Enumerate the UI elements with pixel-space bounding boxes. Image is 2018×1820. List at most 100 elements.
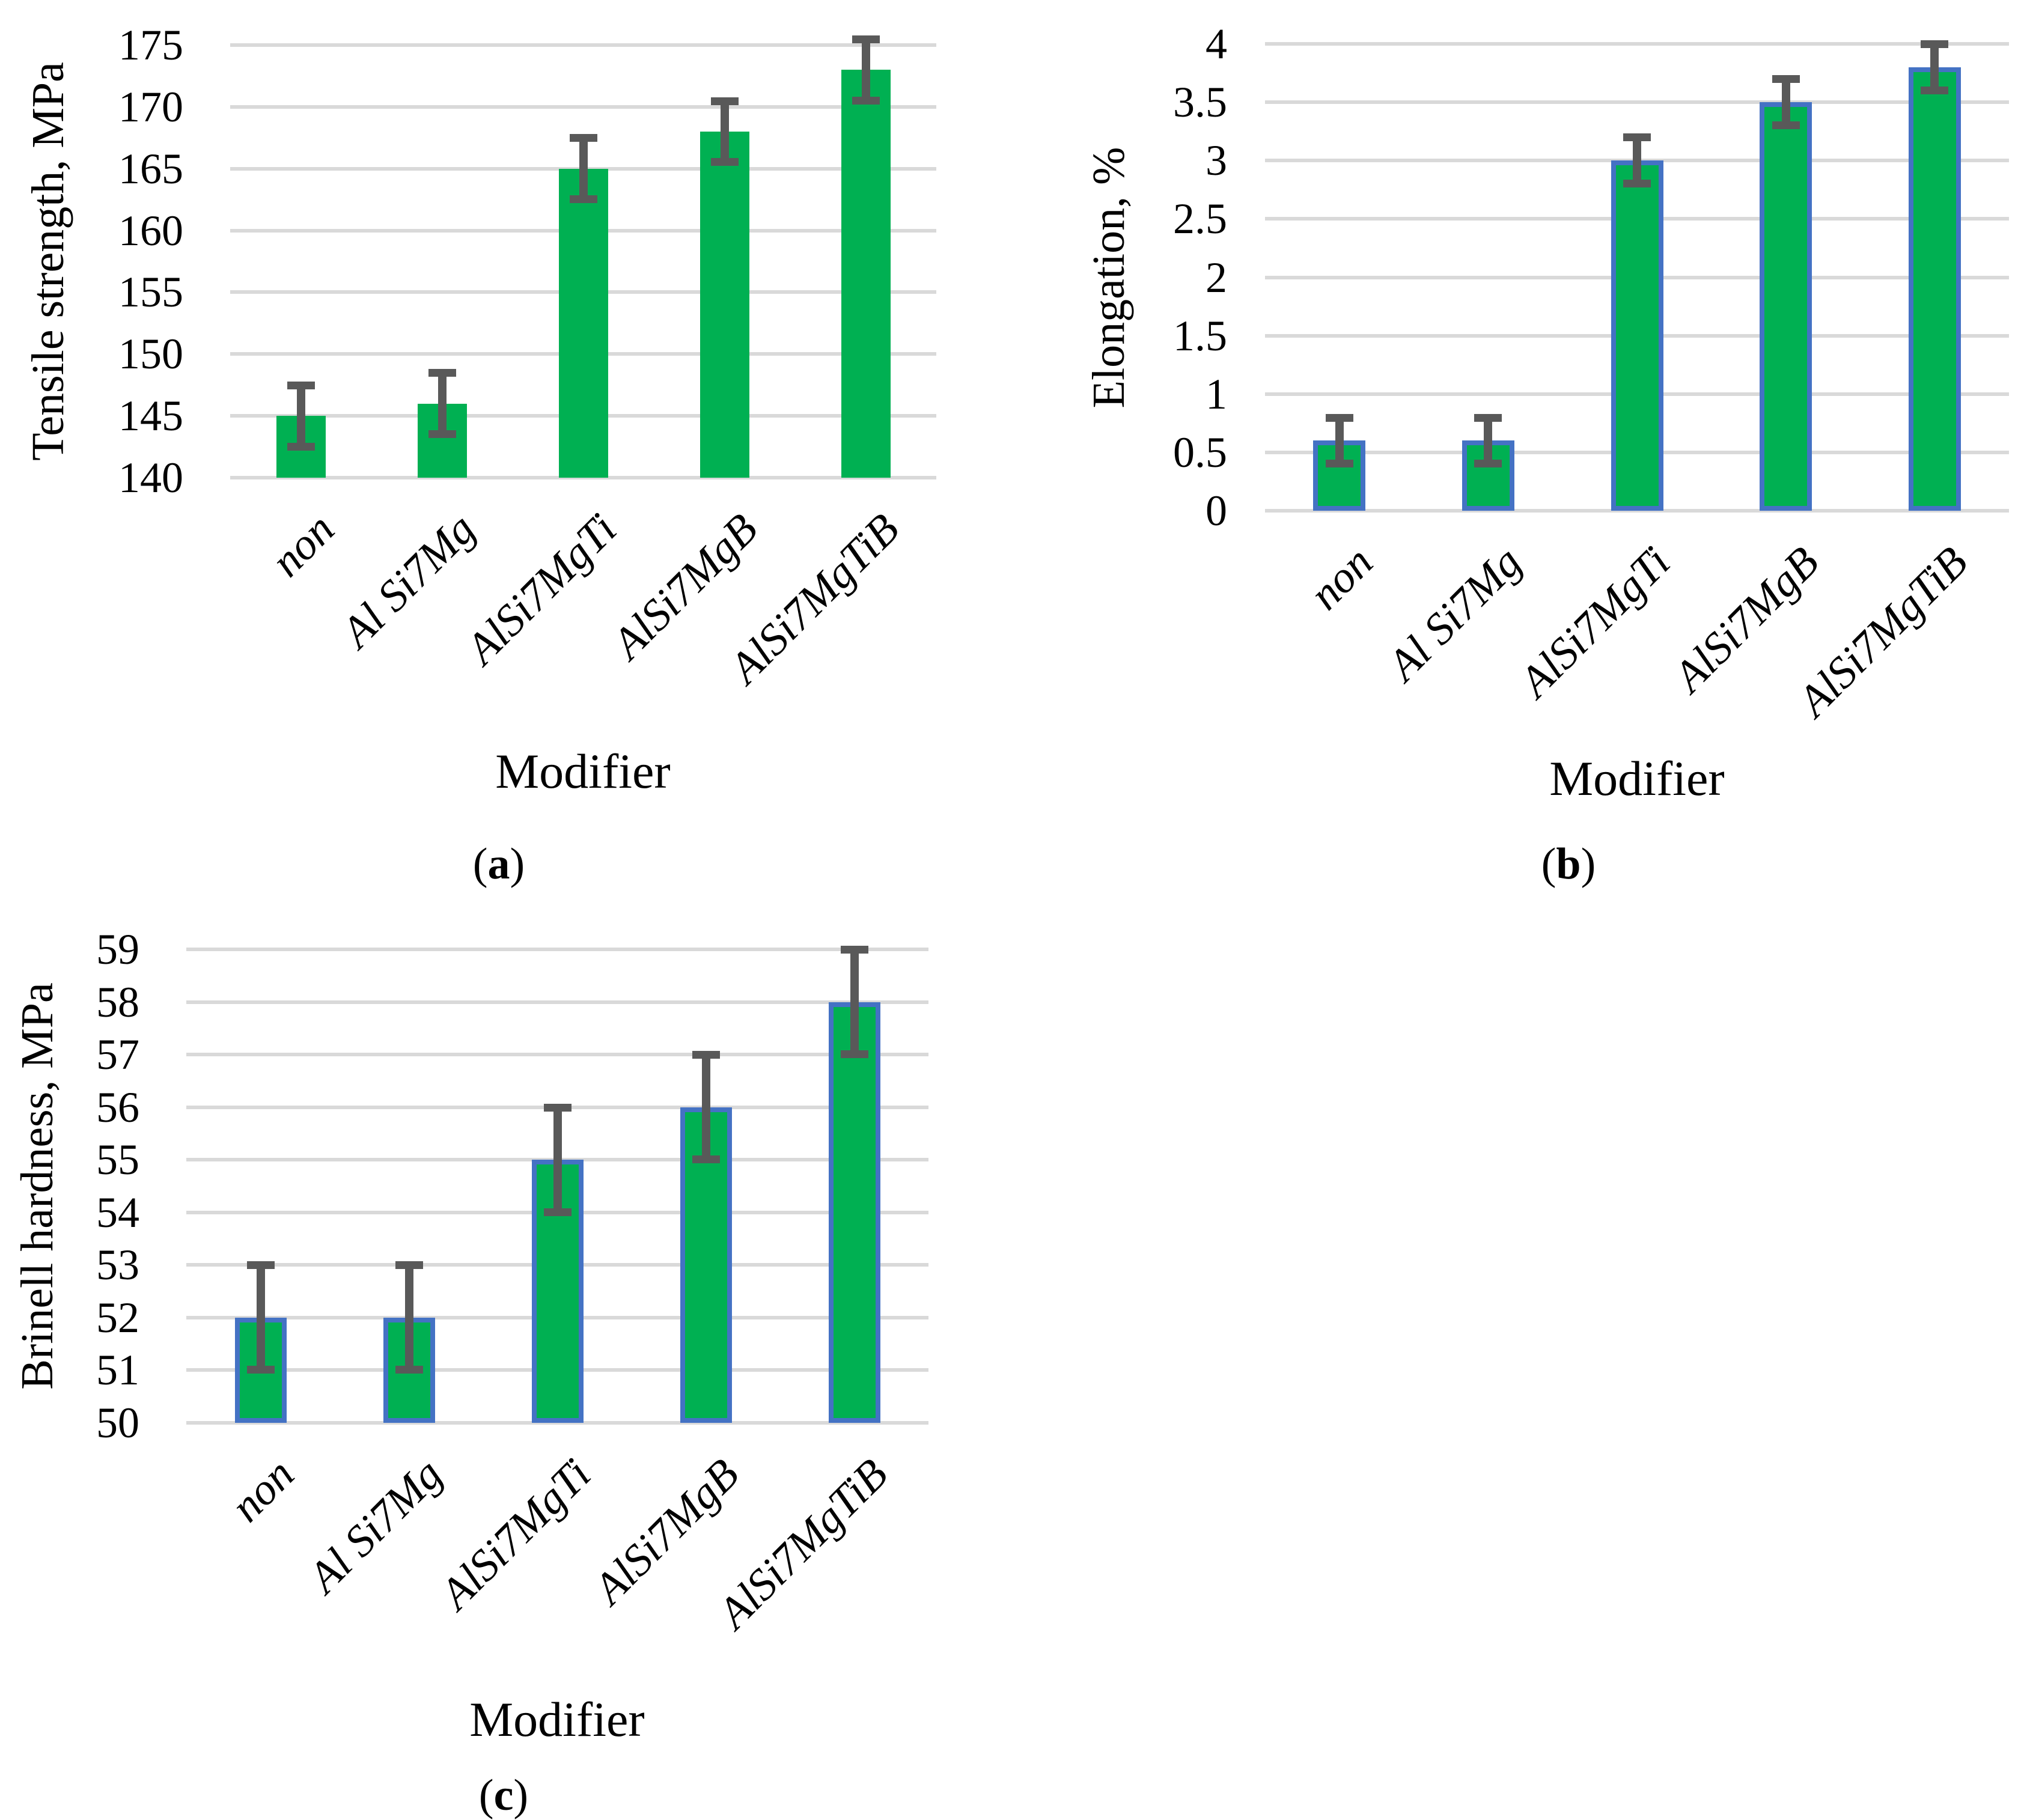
y-tick-label: 4 [1206, 20, 1227, 68]
gridline [1265, 100, 2009, 105]
gridline [1265, 509, 2009, 513]
x-category-label: Al Si7Mg [299, 1449, 452, 1602]
error-bar-line [1484, 417, 1492, 464]
error-bar-cap [841, 1050, 868, 1059]
error-bar-line [850, 949, 859, 1055]
gridline [230, 43, 936, 47]
y-tick-label: 2 [1206, 253, 1227, 302]
bar [829, 1002, 880, 1423]
error-bar-line [1782, 79, 1790, 126]
error-bar-cap [1921, 86, 1948, 94]
error-bar-cap [1772, 121, 1800, 129]
y-tick-label: 53 [96, 1241, 139, 1289]
bar [1760, 102, 1812, 511]
error-bar-line [721, 100, 729, 163]
y-tick-label: 1.5 [1173, 311, 1227, 360]
y-tick-label: 50 [96, 1399, 139, 1447]
error-bar-cap [841, 946, 868, 954]
y-tick-label: 145 [118, 392, 183, 440]
y-tick-label: 175 [118, 21, 183, 69]
y-tick-label: 3.5 [1173, 78, 1227, 127]
error-bar-cap [247, 1261, 275, 1270]
y-tick-label: 59 [96, 925, 139, 973]
error-bar-line [1930, 44, 1939, 91]
gridline [1265, 42, 2009, 46]
y-tick-label: 51 [96, 1346, 139, 1395]
error-bar-cap [544, 1208, 572, 1216]
error-bar-cap [1474, 460, 1502, 468]
error-bar-cap [570, 134, 597, 142]
y-tick-label: 0.5 [1173, 428, 1227, 476]
bar [1909, 67, 1961, 511]
y-tick-label: 2.5 [1173, 195, 1227, 243]
y-tick-label: 160 [118, 206, 183, 255]
error-bar-cap [692, 1155, 720, 1164]
error-bar-cap [428, 430, 456, 438]
error-bar-cap [570, 195, 597, 204]
error-bar-line [1633, 137, 1641, 184]
error-bar-cap [852, 35, 880, 43]
error-bar-cap [1623, 180, 1651, 188]
error-bar-line [297, 385, 305, 447]
error-bar-line [579, 138, 588, 200]
y-tick-label: 54 [96, 1188, 139, 1237]
y-tick-label: 170 [118, 82, 183, 131]
x-axis-title: Modifier [495, 744, 671, 799]
error-bar-cap [428, 369, 456, 377]
x-category-label: AlSi7MgTi [430, 1449, 600, 1619]
bar [841, 70, 891, 478]
plot-area [230, 35, 936, 479]
error-bar-cap [711, 158, 739, 166]
panel-caption: (c) [478, 1771, 529, 1820]
bar [1611, 160, 1663, 511]
error-bar-cap [544, 1103, 572, 1112]
error-bar-line [257, 1265, 265, 1371]
y-tick-label: 58 [96, 978, 139, 1026]
gridline [186, 1421, 928, 1425]
gridline [230, 105, 936, 109]
y-tick-label: 1 [1206, 370, 1227, 418]
y-tick-label: 3 [1206, 136, 1227, 185]
gridline [186, 1000, 928, 1004]
error-bar-line [405, 1265, 413, 1371]
x-category-label: non [221, 1449, 303, 1532]
error-bar-line [553, 1107, 562, 1213]
error-bar-cap [1326, 413, 1353, 422]
error-bar-cap [287, 442, 315, 451]
error-bar-cap [711, 97, 739, 105]
gridline [186, 948, 928, 951]
error-bar-cap [1623, 133, 1651, 142]
y-tick-label: 57 [96, 1030, 139, 1079]
error-bar-cap [395, 1366, 423, 1374]
y-tick-label: 155 [118, 268, 183, 317]
y-tick-label: 150 [118, 330, 183, 379]
bar [559, 169, 608, 478]
error-bar-line [438, 373, 447, 434]
error-bar-cap [1772, 75, 1800, 84]
error-bar-cap [287, 381, 315, 389]
panel-caption: (a) [472, 839, 525, 889]
error-bar-cap [852, 96, 880, 105]
error-bar-cap [247, 1366, 275, 1374]
gridline [186, 1053, 928, 1057]
error-bar-cap [1921, 40, 1948, 48]
error-bar-line [1335, 417, 1344, 464]
error-bar-line [702, 1055, 710, 1160]
plot-area [186, 946, 928, 1425]
y-tick-label: 0 [1206, 487, 1227, 535]
error-bar-cap [1326, 460, 1353, 468]
gridline [230, 476, 936, 479]
error-bar-cap [395, 1261, 423, 1270]
bar [700, 132, 749, 478]
y-tick-label: 165 [118, 144, 183, 193]
panel-caption: (b) [1541, 839, 1596, 889]
y-tick-label: 140 [118, 454, 183, 502]
y-tick-label: 52 [96, 1293, 139, 1342]
y-tick-label: 55 [96, 1136, 139, 1184]
x-axis-title: Modifier [1549, 751, 1725, 806]
plot-area [1265, 40, 2009, 513]
